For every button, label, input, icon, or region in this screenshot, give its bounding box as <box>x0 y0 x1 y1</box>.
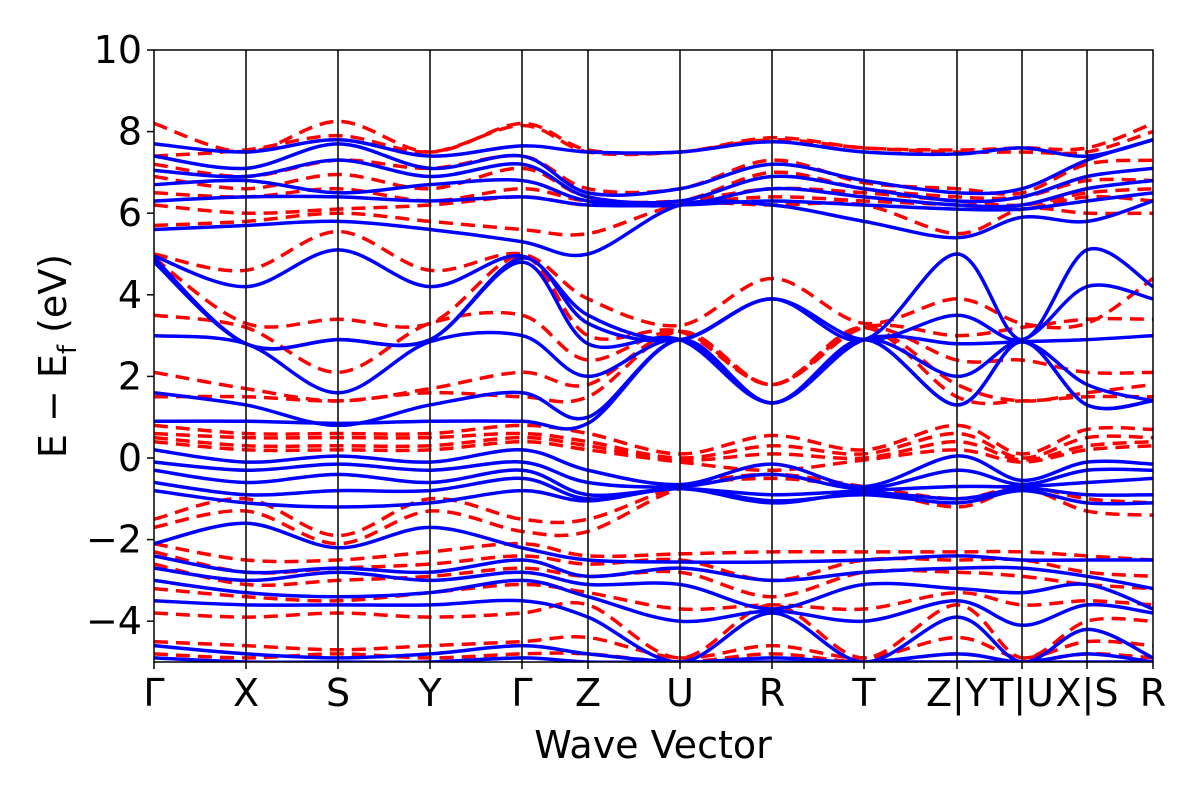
y-tick-label: 6 <box>118 191 142 235</box>
y-tick-label: 8 <box>118 110 142 154</box>
y-tick-label: −2 <box>86 518 142 562</box>
x-axis: Γ X S Y Γ Z U R T Z|Y T|U X|S R <box>143 662 1166 716</box>
red-band-line-12 <box>154 423 1153 456</box>
x-tick-label: Y <box>417 671 442 715</box>
blue-band-line-6 <box>154 246 1153 343</box>
x-tick-label: Γ <box>511 671 532 715</box>
x-tick-label: R <box>759 671 785 715</box>
y-tick-label: 4 <box>118 273 142 317</box>
y-tick-label: −4 <box>86 599 142 643</box>
blue-band-line-20 <box>154 578 1153 628</box>
x-axis-title: Wave Vector <box>534 723 772 767</box>
x-tick-label: X <box>233 671 259 715</box>
x-tick-label: Γ <box>143 671 164 715</box>
x-tick-label: T <box>851 671 876 715</box>
blue-band-line-10 <box>154 337 1153 428</box>
x-tick-label: Z <box>575 671 601 715</box>
y-tick-label: 10 <box>94 28 142 72</box>
blue-band-line-17 <box>154 521 1153 565</box>
blue-band-line-11 <box>154 337 1153 431</box>
x-tick-label: U <box>666 671 694 715</box>
red-band-line-7 <box>154 229 1153 330</box>
x-tick-label: S <box>326 671 350 715</box>
y-tick-label: 0 <box>118 436 142 480</box>
x-tick-label: T|U <box>989 671 1054 716</box>
blue-band-line-7 <box>154 256 1153 351</box>
kpoint-separators <box>245 50 1088 662</box>
red-band-line-17 <box>154 476 1153 546</box>
plot-frame <box>153 49 1154 663</box>
y-axis-title: E − Ef (eV) <box>31 254 83 458</box>
y-axis: −4 −2 0 2 4 6 8 10 <box>86 28 154 643</box>
y-tick-label: 2 <box>118 354 142 398</box>
blue-band-line-21 <box>154 598 1153 662</box>
x-tick-label: X|S <box>1056 671 1119 716</box>
x-tick-label: R <box>1140 671 1166 715</box>
x-tick-label: Z|Y <box>926 671 989 716</box>
